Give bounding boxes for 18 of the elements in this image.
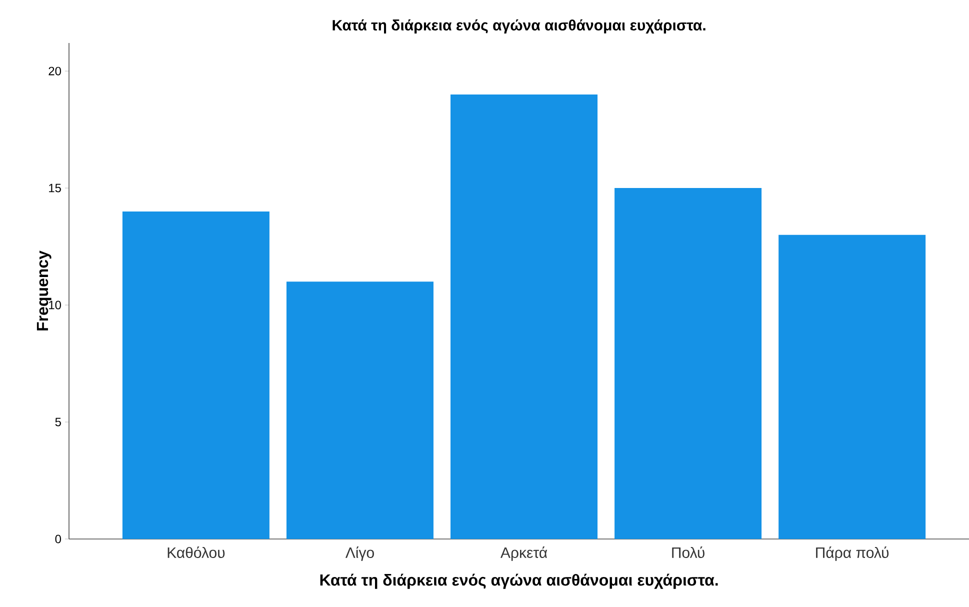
y-axis-title: Frequency [36,250,52,330]
x-tick-label: Καθόλου [168,546,225,558]
y-tick-label: 5 [55,418,61,426]
bar [122,211,270,539]
y-tick-label: 20 [48,66,62,76]
y-tick-label: 0 [55,534,62,544]
y-tick-label: 10 [49,300,62,310]
x-axis-title: Κατά τη διάρκεια ενός αγώνα αισθάνομαι ευχάριστα. [320,574,718,589]
x-tick-label: Αρκετά [500,546,548,561]
chart-title: Κατά τη διάρκεια ενός αγώνα αισθάνομαι ευχάριστα. [332,19,706,34]
x-tick-label: Πάρα πολύ [816,546,889,561]
y-tick-label: 15 [49,184,61,192]
x-tick-label: Πολύ [672,546,704,558]
bar [614,188,762,539]
x-tick-label: Λίγο [345,546,374,561]
bar [778,234,926,539]
bar [450,94,598,539]
bar [286,282,434,539]
